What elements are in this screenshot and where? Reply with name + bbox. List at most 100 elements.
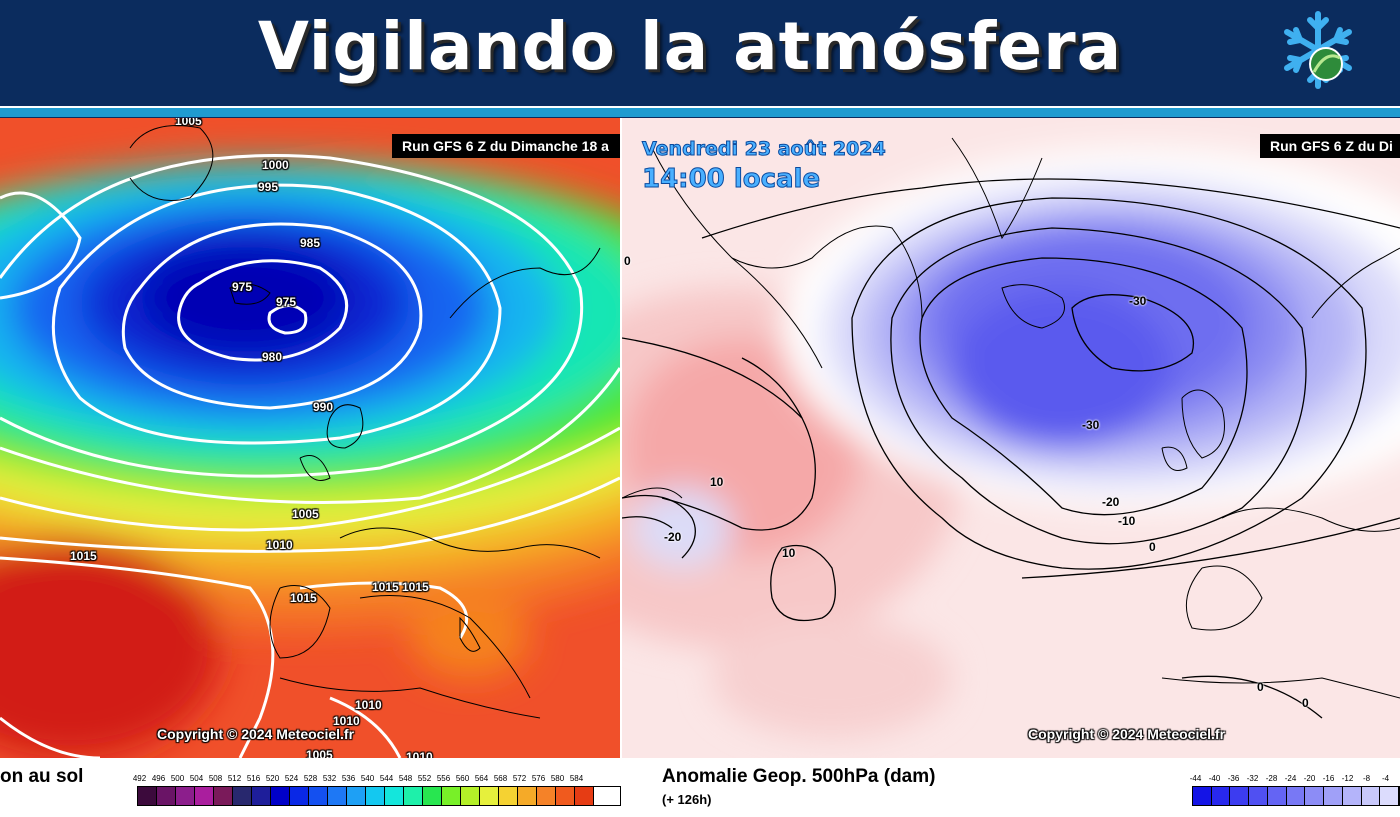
scale-swatch: [1230, 787, 1250, 805]
scale-tick-label: 504: [189, 774, 204, 783]
isobar-label: 1015: [70, 549, 97, 563]
left-legend-title: on au sol: [0, 766, 84, 787]
contour-lines: [622, 178, 1400, 719]
left-color-scale: [137, 786, 621, 806]
scale-swatch: [290, 787, 309, 805]
scale-swatch: [233, 787, 252, 805]
scale-tick-label: 580: [550, 774, 565, 783]
copyright: Copyright © 2024 Meteociel.fr: [1028, 726, 1226, 742]
contour-label: 0: [1149, 540, 1156, 554]
coastlines: [129, 125, 601, 719]
isobar-label: 1015: [290, 591, 317, 605]
scale-swatch: [518, 787, 537, 805]
contour-label: 10: [782, 546, 796, 560]
coastlines: [622, 137, 1400, 699]
scale-tick-label: 520: [265, 774, 280, 783]
isobar-label: 1000: [262, 158, 289, 172]
scale-tick-label: 584: [569, 774, 584, 783]
scale-swatch: [366, 787, 385, 805]
scale-tick-label: 508: [208, 774, 223, 783]
scale-swatch: [271, 787, 290, 805]
left-scale-ticks: 492 496 500 504 508 512 516 520 524 528 532 536 540 5…: [130, 774, 586, 785]
scale-swatch: [1324, 787, 1343, 805]
scale-swatch: [328, 787, 347, 805]
scale-swatch: [1342, 787, 1362, 805]
contour-label: 0: [1257, 680, 1264, 694]
scale-swatch: [575, 787, 594, 805]
contour-label: -30: [1082, 418, 1100, 432]
scale-swatch: [347, 787, 366, 805]
isobar-label: 1015: [402, 580, 429, 594]
right-color-scale: [1192, 786, 1400, 806]
scale-tick-label: 552: [417, 774, 432, 783]
scale-tick-label: -16: [1322, 774, 1335, 783]
banner: Vigilando la atmósfera: [0, 0, 1400, 106]
scale-tick-label: -20: [1303, 774, 1316, 783]
scale-tick-label: 572: [512, 774, 527, 783]
scale-swatch: [309, 787, 328, 805]
scale-tick-label: 532: [322, 774, 337, 783]
scale-swatch: [138, 787, 157, 805]
scale-tick-label: 556: [436, 774, 451, 783]
scale-tick-label: -44: [1189, 774, 1202, 783]
surface-pressure-map: Run GFS 6 Z du Dimanche 18 a 1005 1000 9…: [0, 118, 620, 758]
scale-tick-label: -12: [1341, 774, 1354, 783]
isobar-label: 975: [276, 295, 297, 309]
scale-swatch: [1305, 787, 1325, 805]
scale-tick-label: -32: [1246, 774, 1259, 783]
valid-date: Vendredi 23 août 2024: [642, 138, 887, 161]
scale-tick-label: -36: [1227, 774, 1240, 783]
scale-swatch: [461, 787, 480, 805]
isobar-label: 1005: [292, 507, 319, 521]
scale-swatch: [252, 787, 271, 805]
anomaly-field: [622, 118, 1400, 758]
isobar-lines: [0, 154, 620, 758]
scale-swatch: [195, 787, 214, 805]
contour-label: -20: [664, 530, 682, 544]
scale-tick-label: 560: [455, 774, 470, 783]
scale-tick-label: 536: [341, 774, 356, 783]
scale-swatch: [556, 787, 575, 805]
scale-swatch: [385, 787, 404, 805]
scale-swatch: [214, 787, 233, 805]
contour-label: 0: [1302, 696, 1309, 710]
scale-swatch: [1249, 787, 1268, 805]
isobar-label: 1005: [306, 748, 333, 758]
isobar-label: 1005: [175, 118, 202, 128]
run-label: Run GFS 6 Z du Di: [1260, 134, 1400, 158]
scale-swatch: [480, 787, 499, 805]
scale-tick-label: 564: [474, 774, 489, 783]
right-scale-ticks: -44 -40 -36 -32 -28 -24 -20 -16 -12 -8 -4: [1186, 774, 1395, 785]
scale-swatch: [404, 787, 423, 805]
isobar-label: 1010: [406, 750, 433, 758]
isobar-label: 1010: [266, 538, 293, 552]
forecast-hour: (+ 126h): [662, 792, 712, 807]
scale-swatch: [1267, 787, 1287, 805]
snowflake-leaf-icon: [1284, 11, 1352, 89]
scale-swatch: [499, 787, 518, 805]
contour-label: -10: [1118, 514, 1136, 528]
run-label: Run GFS 6 Z du Dimanche 18 a: [392, 134, 620, 158]
scale-swatch: [157, 787, 176, 805]
scale-tick-label: 548: [398, 774, 413, 783]
scale-tick-label: 524: [284, 774, 299, 783]
scale-tick-label: 568: [493, 774, 508, 783]
right-legend-title: Anomalie Geop. 500hPa (dam): [662, 766, 936, 787]
isobar-label: 995: [258, 180, 279, 194]
isobar-label: 1010: [333, 714, 360, 728]
scale-swatch: [176, 787, 195, 805]
scale-swatch: [1361, 787, 1381, 805]
scale-swatch: [537, 787, 556, 805]
valid-time: 14:00 locale: [641, 164, 821, 195]
scale-tick-label: 512: [227, 774, 242, 783]
copyright: Copyright © 2024 Meteociel.fr: [157, 726, 355, 742]
scale-swatch: [1380, 787, 1400, 805]
scale-tick-label: 576: [531, 774, 546, 783]
isobar-label: 1015: [372, 580, 399, 594]
isobar-label: 985: [300, 236, 321, 250]
scale-tick-label: -28: [1265, 774, 1278, 783]
isobar-label: 975: [232, 280, 253, 294]
scale-tick-label: -4: [1381, 774, 1390, 783]
scale-tick-label: 516: [246, 774, 261, 783]
geopotential-anomaly-map: Run GFS 6 Z du Di Vendredi 23 août 2024 …: [622, 118, 1400, 758]
